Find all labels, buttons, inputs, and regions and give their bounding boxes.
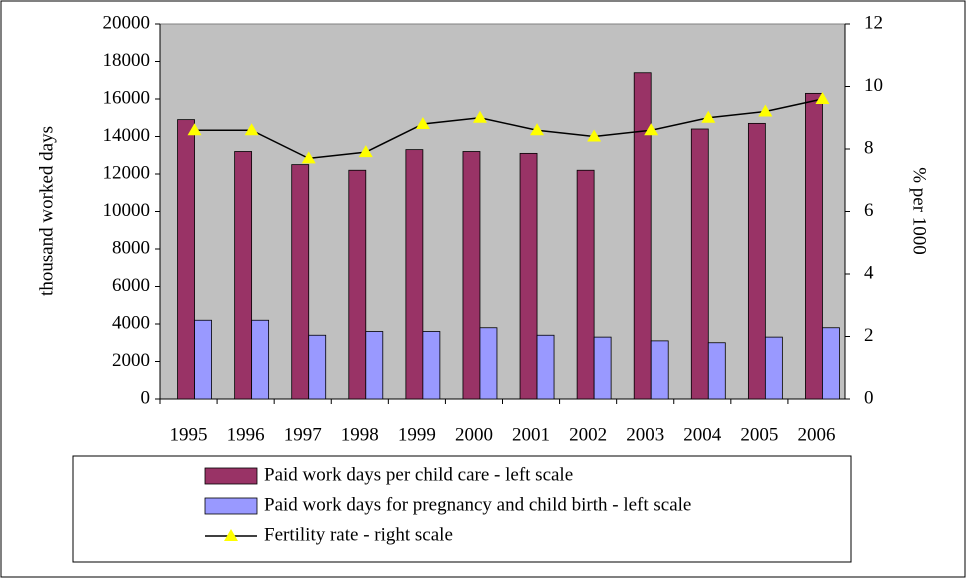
marker — [472, 110, 487, 123]
y2-tick-label: 6 — [864, 200, 874, 221]
legend-label: Fertility rate - right scale — [264, 524, 453, 545]
x-tick-label: 1996 — [227, 424, 265, 445]
legend-label: Paid work days for pregnancy and child b… — [264, 494, 691, 515]
y2-tick-label: 10 — [864, 75, 883, 96]
bar — [308, 334, 327, 400]
y2-tick-label: 8 — [864, 137, 874, 158]
bar — [764, 336, 783, 400]
x-tick-label: 1995 — [170, 424, 208, 445]
y-axis-label: thousand worked days — [36, 126, 57, 296]
y-tick-label: 20000 — [103, 12, 151, 33]
marker — [415, 117, 430, 129]
marker — [644, 123, 659, 136]
bar — [194, 319, 212, 400]
bar — [251, 319, 270, 400]
marker — [815, 92, 830, 104]
plot-area — [159, 23, 846, 400]
x-tick-label: 2000 — [455, 424, 493, 445]
bar — [479, 327, 498, 400]
x-tick-label: 1998 — [341, 424, 379, 445]
bar — [650, 340, 669, 400]
y-tick-label: 18000 — [103, 50, 151, 71]
bar — [747, 122, 766, 400]
bar — [519, 152, 538, 400]
marker — [244, 123, 259, 136]
marker — [301, 151, 316, 164]
x-tick-label: 2004 — [683, 424, 722, 445]
bar — [348, 169, 367, 400]
legend-swatch — [204, 497, 258, 515]
legend-marker — [224, 529, 238, 541]
x-tick-label: 2006 — [797, 424, 835, 445]
y-tick-label: 14000 — [103, 125, 151, 146]
x-tick-label: 1999 — [398, 424, 436, 445]
bar — [707, 342, 726, 400]
bar — [633, 72, 652, 400]
y-tick-label: 16000 — [103, 87, 151, 108]
x-tick-label: 2002 — [569, 424, 607, 445]
marker — [530, 123, 545, 136]
bar — [822, 327, 840, 400]
y2-tick-label: 2 — [864, 325, 874, 346]
y-tick-label: 8000 — [112, 237, 150, 258]
bar — [405, 149, 424, 400]
legend — [72, 455, 852, 563]
marker — [358, 145, 373, 158]
marker — [187, 123, 202, 136]
y2-tick-label: 12 — [864, 12, 883, 33]
y-tick-label: 6000 — [112, 275, 150, 296]
y-tick-label: 10000 — [103, 200, 151, 221]
x-tick-label: 2005 — [740, 424, 778, 445]
line — [194, 98, 823, 160]
bar — [422, 331, 441, 400]
bar — [805, 92, 823, 400]
legend-label: Paid work days per child care - left sca… — [264, 464, 573, 485]
bar — [291, 164, 310, 400]
marker — [701, 110, 716, 123]
bar — [576, 169, 595, 400]
y-tick-label: 4000 — [112, 312, 150, 333]
marker — [758, 104, 773, 117]
y-tick-label: 12000 — [103, 162, 151, 183]
y2-tick-label: 4 — [864, 262, 874, 283]
marker — [587, 129, 602, 142]
bar — [234, 151, 253, 400]
x-tick-label: 2001 — [512, 424, 550, 445]
bar — [365, 331, 384, 400]
y-tick-label: 2000 — [112, 350, 150, 371]
x-tick-label: 2003 — [626, 424, 664, 445]
bar — [593, 336, 612, 400]
bar — [462, 151, 481, 400]
y2-tick-label: 0 — [864, 387, 874, 408]
y2-axis-label: % per 1000 — [909, 167, 930, 255]
legend-swatch — [204, 467, 258, 485]
bar — [690, 128, 709, 400]
bar — [177, 119, 195, 400]
bar — [536, 334, 555, 400]
y-tick-label: 0 — [141, 387, 151, 408]
x-tick-label: 1997 — [284, 424, 322, 445]
